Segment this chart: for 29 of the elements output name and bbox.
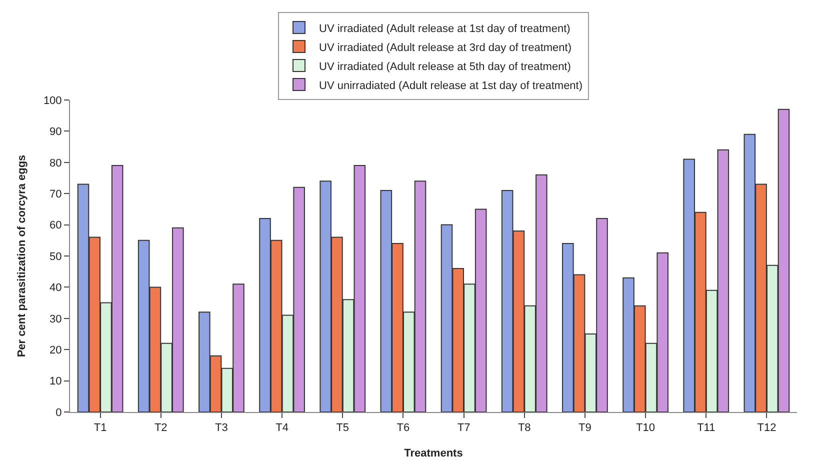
y-tick-label: 70 <box>50 188 62 200</box>
y-tick-label: 60 <box>50 220 62 232</box>
legend-label: UV irradiated (Adult release at 1st day of treatment) <box>319 22 570 35</box>
x-tick-label: T11 <box>697 422 716 434</box>
y-tick-label: 50 <box>50 250 62 263</box>
y-tick-label: 30 <box>50 313 62 326</box>
x-tick-label: T4 <box>276 422 288 434</box>
x-tick-label: T8 <box>518 422 531 434</box>
y-tick-label: 40 <box>50 282 62 294</box>
x-tick-label: T9 <box>578 422 592 434</box>
y-tick-label: 80 <box>50 157 62 170</box>
x-tick-label: T1 <box>94 422 107 434</box>
y-tick-label: 90 <box>50 126 62 138</box>
y-tick-label: 20 <box>50 344 62 356</box>
y-tick-label: 10 <box>50 376 62 388</box>
y-tick-label: 100 <box>43 94 62 107</box>
legend-label: UV irradiated (Adult release at 5th day of treatment) <box>319 60 571 73</box>
x-tick-label: T12 <box>757 422 776 434</box>
x-tick-label: T5 <box>336 422 350 434</box>
x-axis-title: Treatments <box>404 447 463 460</box>
x-tick-label: T6 <box>396 422 410 434</box>
x-tick-label: T2 <box>154 422 168 434</box>
y-tick-label: 0 <box>56 406 62 419</box>
x-tick-label: T3 <box>215 422 228 434</box>
x-tick-label: T7 <box>457 422 470 434</box>
legend-label: UV irradiated (Adult release at 3rd day of treatment) <box>319 42 572 54</box>
y-axis-title: Per cent parasitization of corcyra eggs <box>16 154 28 358</box>
x-tick-label: T10 <box>636 422 656 434</box>
legend-label: UV unirradiated (Adult release at 1st day of treatment) <box>319 80 583 92</box>
